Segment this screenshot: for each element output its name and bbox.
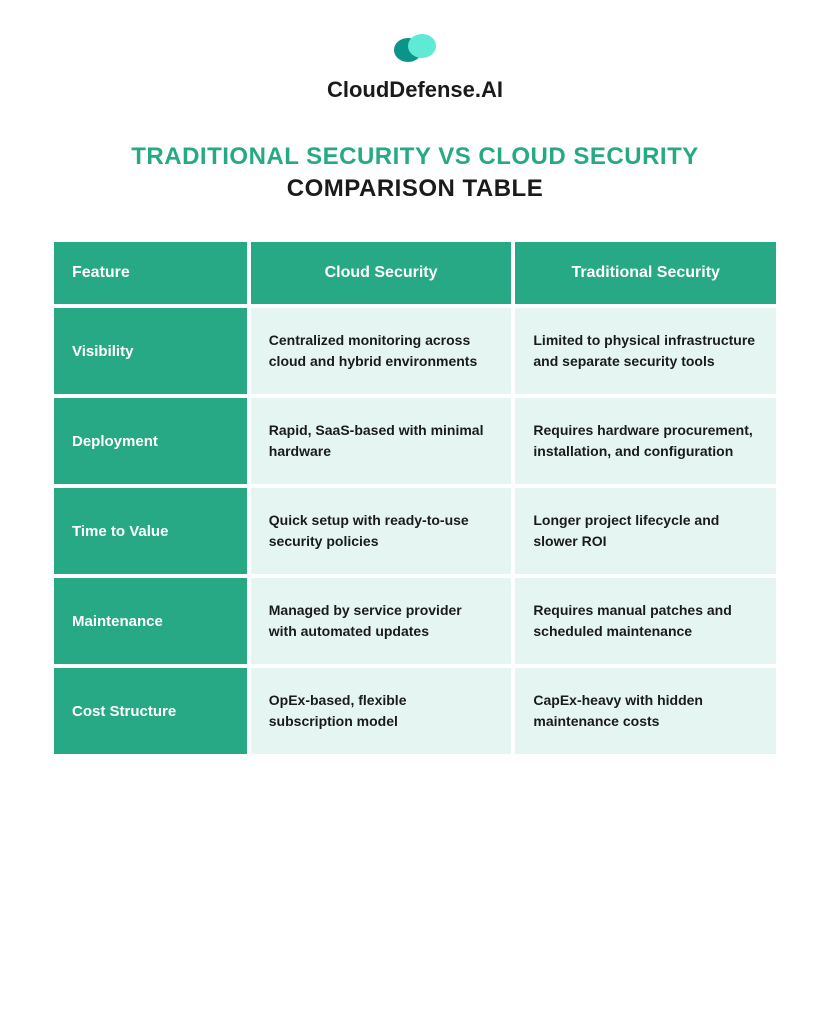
feature-cell: Time to Value — [54, 488, 247, 574]
table-row: Visibility Centralized monitoring across… — [54, 308, 776, 394]
logo-container: CloudDefense.AI — [50, 30, 780, 103]
traditional-cell: CapEx-heavy with hidden maintenance cost… — [515, 668, 776, 754]
cloud-cell: Rapid, SaaS-based with minimal hardware — [251, 398, 512, 484]
title-line2: COMPARISON TABLE — [50, 175, 780, 203]
feature-cell: Maintenance — [54, 578, 247, 664]
table-row: Deployment Rapid, SaaS-based with minima… — [54, 398, 776, 484]
header-cloud: Cloud Security — [251, 242, 512, 304]
header-traditional: Traditional Security — [515, 242, 776, 304]
title-container: TRADITIONAL SECURITY VS CLOUD SECURITY C… — [50, 143, 780, 203]
traditional-cell: Requires manual patches and scheduled ma… — [515, 578, 776, 664]
cloud-cell: Quick setup with ready-to-use security p… — [251, 488, 512, 574]
feature-cell: Cost Structure — [54, 668, 247, 754]
title-line1: TRADITIONAL SECURITY VS CLOUD SECURITY — [50, 143, 780, 171]
cloud-cell: OpEx-based, flexible subscription model — [251, 668, 512, 754]
feature-cell: Deployment — [54, 398, 247, 484]
traditional-cell: Limited to physical infrastructure and s… — [515, 308, 776, 394]
comparison-table: Feature Cloud Security Traditional Secur… — [50, 238, 780, 758]
traditional-cell: Requires hardware procurement, installat… — [515, 398, 776, 484]
table-header-row: Feature Cloud Security Traditional Secur… — [54, 242, 776, 304]
cloud-logo-icon — [390, 30, 440, 69]
cloud-cell: Centralized monitoring across cloud and … — [251, 308, 512, 394]
cloud-cell: Managed by service provider with automat… — [251, 578, 512, 664]
traditional-cell: Longer project lifecycle and slower ROI — [515, 488, 776, 574]
header-feature: Feature — [54, 242, 247, 304]
feature-cell: Visibility — [54, 308, 247, 394]
brand-name: CloudDefense.AI — [50, 77, 780, 103]
table-row: Maintenance Managed by service provider … — [54, 578, 776, 664]
table-row: Time to Value Quick setup with ready-to-… — [54, 488, 776, 574]
table-row: Cost Structure OpEx-based, flexible subs… — [54, 668, 776, 754]
